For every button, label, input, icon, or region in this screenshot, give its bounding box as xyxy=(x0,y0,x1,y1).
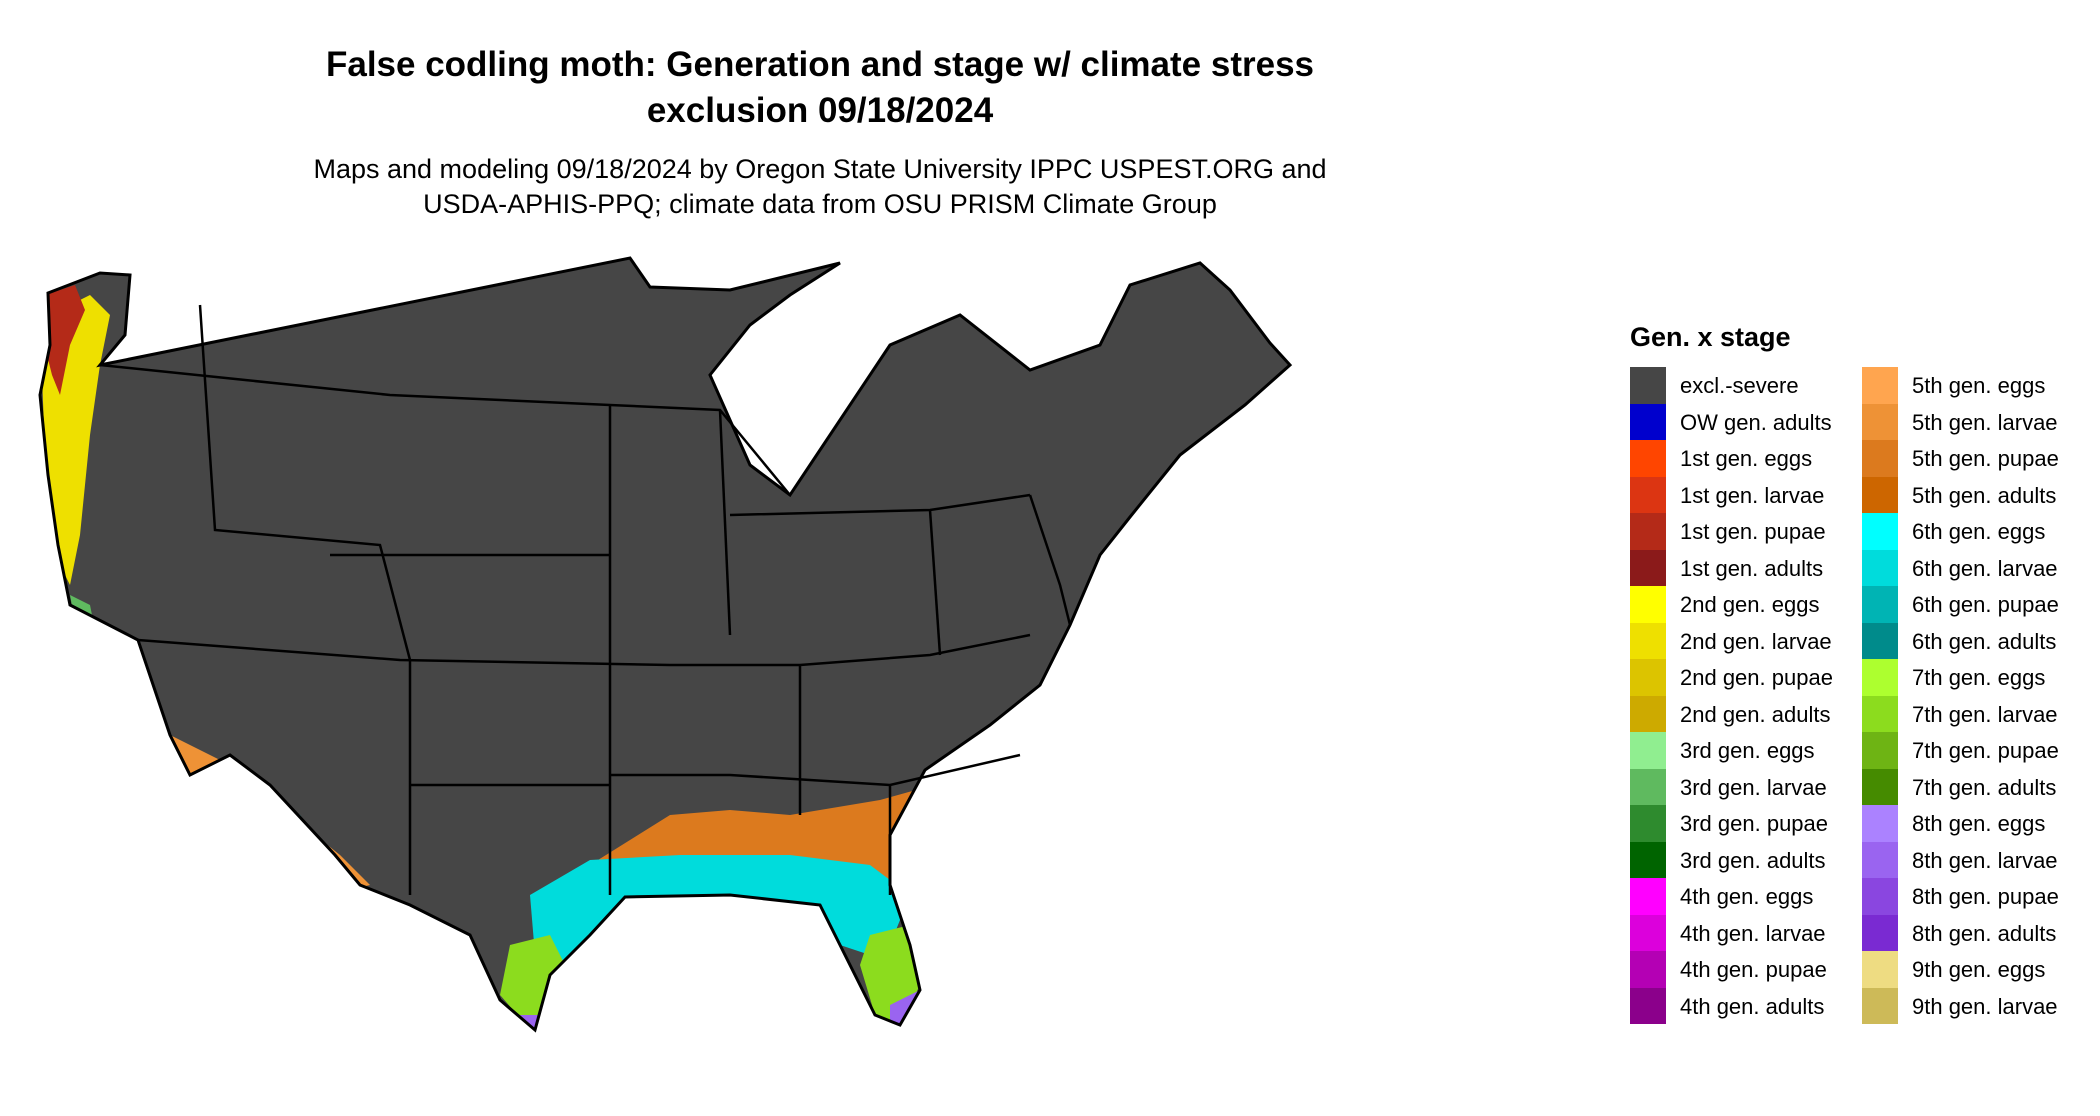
legend-label: 2nd gen. eggs xyxy=(1680,592,1820,617)
legend-label: 6th gen. pupae xyxy=(1912,592,2059,617)
legend-swatch xyxy=(1630,440,1666,477)
legend-swatch xyxy=(1630,878,1666,915)
legend-label: 7th gen. pupae xyxy=(1912,738,2059,763)
legend-swatch xyxy=(1862,768,1898,805)
legend-swatch xyxy=(1862,878,1898,915)
legend-label: 3rd gen. adults xyxy=(1680,847,1826,873)
legend-swatch xyxy=(1862,549,1898,586)
map-title: False codling moth: Generation and stage… xyxy=(140,42,1500,134)
map-subtitle: Maps and modeling 09/18/2024 by Oregon S… xyxy=(140,152,1500,222)
legend-label: 9th gen. larvae xyxy=(1912,993,2058,1019)
legend-swatch xyxy=(1630,768,1666,805)
state-borders xyxy=(99,304,1072,895)
legend-title: Gen. x stage xyxy=(1630,322,1791,352)
legend-label: 1st gen. eggs xyxy=(1680,446,1813,471)
legend-label: 8th gen. pupae xyxy=(1912,884,2059,909)
legend-label: 8th gen. eggs xyxy=(1912,811,2046,836)
legend-label: 7th gen. larvae xyxy=(1912,701,2058,727)
legend-label: 4th gen. larvae xyxy=(1680,920,1826,946)
legend-swatch xyxy=(1630,914,1666,951)
legend-label: 1st gen. adults xyxy=(1680,555,1824,581)
legend-swatch xyxy=(1862,805,1898,842)
legend-swatch xyxy=(1862,403,1898,440)
legend-swatch xyxy=(1862,951,1898,988)
legend-label: 2nd gen. pupae xyxy=(1680,665,1833,690)
gen6-gulf-band xyxy=(530,855,910,985)
legend-label: 4th gen. pupae xyxy=(1680,957,1827,982)
legend-swatch xyxy=(1630,659,1666,696)
legend-label: 6th gen. larvae xyxy=(1912,555,2058,581)
legend-swatch xyxy=(1862,367,1898,404)
legend-label: 3rd gen. eggs xyxy=(1680,738,1815,763)
legend-swatch xyxy=(1630,513,1666,550)
legend-label: 5th gen. eggs xyxy=(1912,373,2046,398)
legend-label: OW gen. adults xyxy=(1680,409,1832,435)
legend-swatch xyxy=(1630,805,1666,842)
legend-swatch xyxy=(1862,841,1898,878)
legend-label: 1st gen. pupae xyxy=(1680,519,1826,544)
legend: Gen. x stage excl.-severe OW gen. adults… xyxy=(1630,322,2090,1024)
legend-swatch xyxy=(1862,476,1898,513)
legend-swatch xyxy=(1862,695,1898,732)
legend-label: 8th gen. adults xyxy=(1912,920,2057,946)
legend-swatch xyxy=(1630,695,1666,732)
legend-swatch xyxy=(1862,659,1898,696)
legend-swatch xyxy=(1630,403,1666,440)
legend-swatch xyxy=(1630,732,1666,769)
legend-label: excl.-severe xyxy=(1680,373,1799,398)
legend-swatch xyxy=(1630,549,1666,586)
map-title-line1: False codling moth: Generation and stage… xyxy=(325,45,1315,84)
legend-swatch xyxy=(1630,476,1666,513)
map-title-line2: exclusion 09/18/2024 xyxy=(646,91,994,130)
legend-label: 8th gen. larvae xyxy=(1912,847,2058,873)
gen1-washington-coast xyxy=(42,285,85,395)
legend-label: 7th gen. adults xyxy=(1912,774,2057,800)
legend-label: 7th gen. eggs xyxy=(1912,665,2046,690)
legend-label: 2nd gen. larvae xyxy=(1680,628,1832,654)
legend-swatch xyxy=(1630,586,1666,623)
legend-label: 6th gen. adults xyxy=(1912,628,2057,654)
legend-swatch xyxy=(1862,440,1898,477)
legend-swatch xyxy=(1862,987,1898,1024)
legend-label: 2nd gen. adults xyxy=(1680,701,1831,727)
legend-swatch xyxy=(1630,367,1666,404)
legend-swatch xyxy=(1630,841,1666,878)
legend-label: 1st gen. larvae xyxy=(1680,482,1825,508)
legend-swatch xyxy=(1862,732,1898,769)
legend-label: 4th gen. adults xyxy=(1680,993,1825,1019)
legend-swatch xyxy=(1630,951,1666,988)
legend-swatch xyxy=(1862,622,1898,659)
legend-label: 3rd gen. pupae xyxy=(1680,811,1829,836)
legend-label: 3rd gen. larvae xyxy=(1680,774,1827,800)
legend-swatch xyxy=(1630,622,1666,659)
legend-label: 9th gen. eggs xyxy=(1912,957,2046,982)
us-map xyxy=(38,256,1292,1032)
legend-label: 5th gen. pupae xyxy=(1912,446,2059,471)
legend-label: 6th gen. eggs xyxy=(1912,519,2046,544)
legend-label: 5th gen. adults xyxy=(1912,482,2057,508)
legend-swatch xyxy=(1862,914,1898,951)
map-subtitle-line2: USDA-APHIS-PPQ; climate data from OSU PR… xyxy=(423,189,1217,219)
legend-swatch xyxy=(1862,513,1898,550)
legend-label: 5th gen. larvae xyxy=(1912,409,2058,435)
legend-swatch xyxy=(1630,987,1666,1024)
map-subtitle-line1: Maps and modeling 09/18/2024 by Oregon S… xyxy=(313,154,1327,184)
legend-swatch xyxy=(1862,586,1898,623)
legend-label: 4th gen. eggs xyxy=(1680,884,1814,909)
gen8-tips xyxy=(520,990,920,1030)
